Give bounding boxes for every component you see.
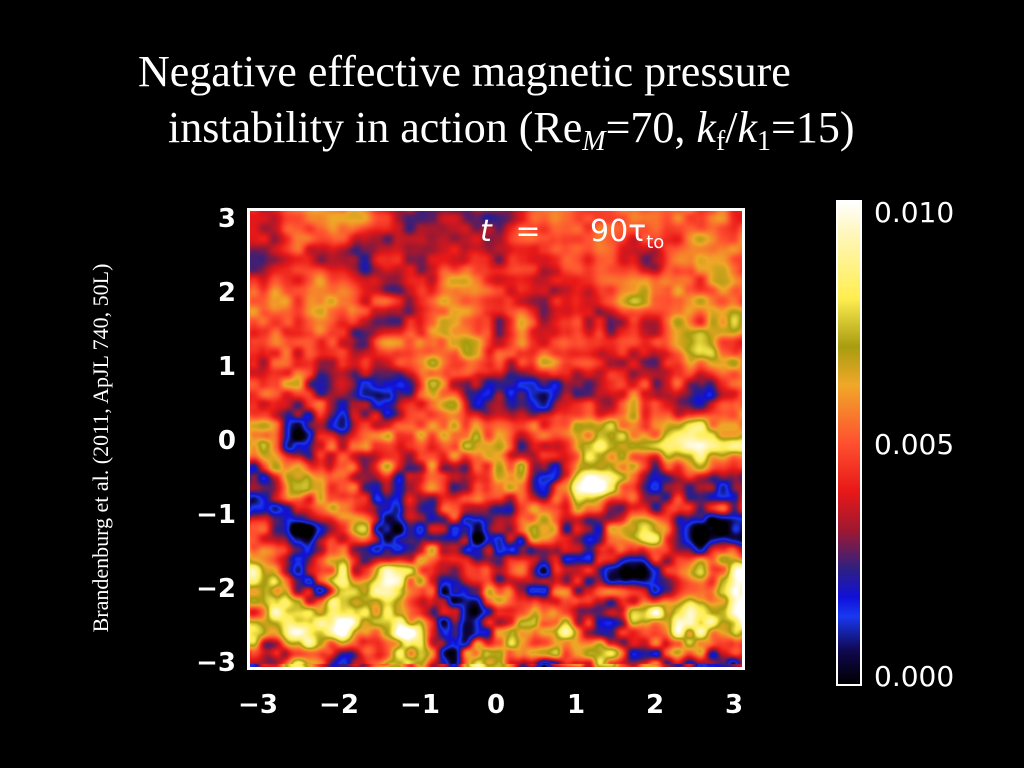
y-tick-label: 3 <box>217 204 236 234</box>
heatmap-canvas <box>250 211 742 667</box>
y-tick-label: 2 <box>217 278 236 308</box>
title-line-2-mid: =70, <box>605 103 697 152</box>
x-tick-label: 0 <box>486 690 506 720</box>
title-sub-1: 1 <box>757 126 772 157</box>
time-equals: = <box>515 214 541 249</box>
title-line-2-prefix: instability in action (Re <box>168 103 583 152</box>
time-subscript: to <box>646 232 665 253</box>
colorbar-label-mid: 0.005 <box>874 428 955 461</box>
y-tick-label: 1 <box>217 352 236 382</box>
title-slash: / <box>725 103 738 152</box>
title-sub-f: f <box>715 126 726 157</box>
title-k-f: k <box>696 103 716 152</box>
title-line-2-suffix: =15) <box>771 103 855 152</box>
time-annotation: t = 90τto <box>480 214 664 253</box>
x-tick-label: −3 <box>238 690 278 720</box>
x-tick-label: 2 <box>645 690 665 720</box>
slide-title: Negative effective magnetic pressure ins… <box>138 44 998 156</box>
colorbar <box>836 200 862 686</box>
time-symbol: t <box>480 214 492 249</box>
x-tick-label: 1 <box>566 690 586 720</box>
y-tick-label: 0 <box>217 426 236 456</box>
heatmap-plot <box>247 208 745 670</box>
citation: Brandenburg et al. (2011, ApJL 740, 50L) <box>88 263 113 633</box>
x-tick-label: −1 <box>400 690 440 720</box>
x-tick-label: 3 <box>724 690 744 720</box>
y-tick-label: −3 <box>196 648 236 678</box>
title-line-1: Negative effective magnetic pressure <box>138 47 791 96</box>
y-tick-label: −1 <box>196 500 236 530</box>
colorbar-label-max: 0.010 <box>874 196 955 229</box>
title-sub-m: M <box>582 126 606 157</box>
title-k-1: k <box>737 103 758 152</box>
title-line-2: instability in action (ReM=70, kf/k1=15) <box>138 100 998 156</box>
y-tick-label: −2 <box>196 574 236 604</box>
time-value: 90τ <box>590 214 647 249</box>
colorbar-label-min: 0.000 <box>874 660 955 693</box>
x-tick-label: −2 <box>319 690 359 720</box>
